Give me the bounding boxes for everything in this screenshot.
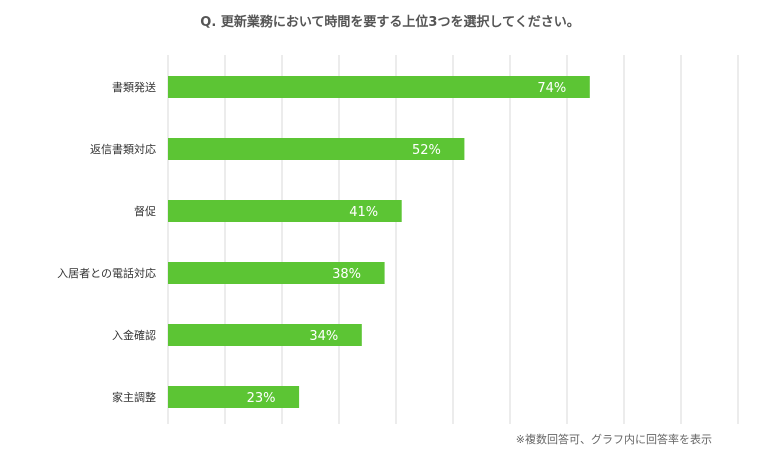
bar [168, 76, 590, 98]
category-label: 入居者との電話対応 [57, 266, 156, 280]
value-label: 34% [309, 329, 338, 344]
category-label: 入金確認 [112, 328, 156, 342]
value-label: 41% [349, 205, 378, 220]
bar [168, 138, 465, 160]
value-label: 38% [332, 267, 361, 282]
category-label: 返信書類対応 [90, 142, 156, 156]
category-label: 書類発送 [112, 80, 156, 94]
bar [168, 386, 300, 408]
value-label: 52% [412, 143, 441, 158]
value-label: 23% [247, 391, 276, 406]
value-label: 74% [537, 81, 566, 96]
category-label: 家主調整 [112, 390, 156, 404]
bar [168, 200, 402, 222]
category-label: 督促 [134, 204, 156, 218]
chart-note: ※複数回答可、グラフ内に回答率を表示 [515, 433, 712, 446]
chart-title: Q. 更新業務において時間を要する上位3つを選択してください。 [200, 15, 580, 30]
bar [168, 262, 385, 284]
bar [168, 324, 362, 346]
